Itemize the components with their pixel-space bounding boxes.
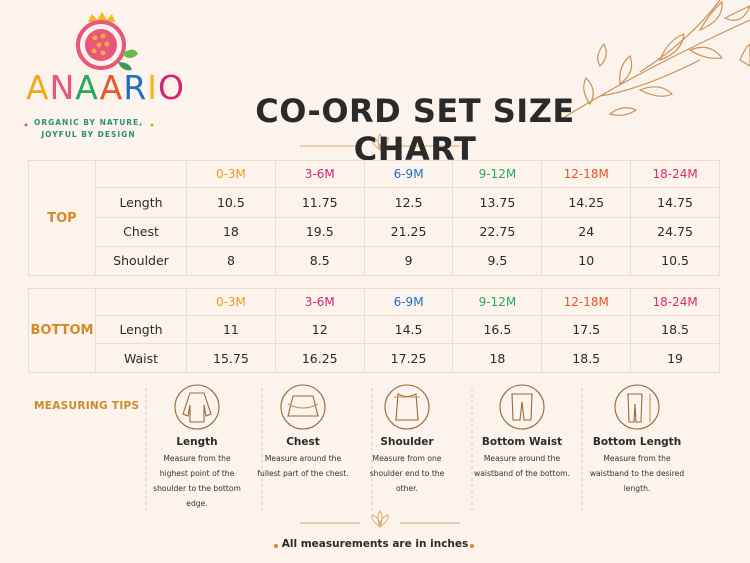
tip-description: Measure from the highest point of the sh…: [153, 454, 241, 508]
value-cell: 16.5: [452, 314, 543, 345]
tip-title: Length: [176, 436, 218, 448]
tip-description: Measure from one shoulder end to the oth…: [369, 454, 445, 493]
size-table: TOP 0-3M 3-6M 6-9M 9-12M 12-18M 18-24M Length 10…: [28, 159, 720, 277]
tip-title: Shoulder: [380, 436, 434, 448]
header-row: BOTTOM 0-3M 3-6M 6-9M 9-12M 12-18M 18-24M: [28, 288, 720, 373]
size-header: 0-3M: [186, 159, 276, 189]
size-header: 9-12M: [452, 159, 543, 189]
brand-name: ANAARIO: [26, 68, 185, 107]
section-label: TOP: [28, 160, 96, 276]
empty-cell: [95, 159, 187, 189]
value-cell: 19: [630, 343, 720, 373]
measure-row: Length 10.5 11.75 12.5 13.75 14.25 14.75: [29, 187, 720, 218]
empty-cell: [95, 288, 187, 316]
measure-row: Shoulder 8 8.5 9 9.5 10 10.5: [29, 245, 720, 277]
branch: [559, 0, 750, 121]
value-cell: 9: [363, 245, 454, 277]
tip-title: Bottom Length: [592, 436, 682, 448]
value-cell: 8: [186, 245, 276, 277]
row-label: Length: [95, 314, 187, 345]
tip-icons: [174, 384, 660, 430]
value-cell: 17.5: [541, 314, 632, 345]
value-cell: 16.25: [274, 343, 365, 373]
row-label: Length: [95, 187, 187, 218]
value-cell: 11.75: [274, 187, 365, 218]
bullet: [274, 544, 278, 548]
size-header: 0-3M: [186, 288, 276, 316]
size-header: 6-9M: [363, 159, 454, 189]
value-cell: 19.5: [274, 216, 365, 247]
tips-heading: MEASURING TIPS: [34, 400, 140, 412]
size-header: 9-12M: [452, 288, 543, 316]
value-cell: 10.5: [186, 187, 276, 218]
value-cell: 10.5: [630, 245, 720, 277]
tip-description: Measure around the fullest part of the c…: [257, 454, 349, 478]
measure-row: Waist 15.75 16.25 17.25 18 18.5 19: [29, 343, 720, 373]
tip-title: Chest: [286, 436, 320, 448]
section-label: BOTTOM: [28, 288, 96, 373]
value-cell: 10: [541, 245, 632, 277]
tip: Length Measure from the highest point of …: [141, 436, 253, 511]
tip-description: Measure around the waistband of the bott…: [474, 454, 570, 478]
value-cell: 18: [452, 343, 543, 373]
value-cell: 17.25: [363, 343, 454, 373]
row-label: Waist: [95, 343, 187, 373]
tip-description: Measure from the waistband to the desire…: [589, 454, 685, 493]
value-cell: 13.75: [452, 187, 543, 218]
size-header: 12-18M: [541, 288, 632, 316]
header-row: TOP 0-3M 3-6M 6-9M 9-12M 12-18M 18-24M: [28, 159, 720, 276]
value-cell: 12.5: [363, 187, 454, 218]
value-cell: 22.75: [452, 216, 543, 247]
measure-row: Chest 18 19.5 21.25 22.75 24 24.75: [29, 216, 720, 247]
value-cell: 18: [186, 216, 276, 247]
size-header: 3-6M: [274, 159, 365, 189]
tip: Shoulder Measure from one shoulder end to…: [351, 436, 463, 496]
value-cell: 14.75: [630, 187, 720, 218]
size-table: BOTTOM 0-3M 3-6M 6-9M 9-12M 12-18M 18-24M Lengt…: [28, 288, 720, 373]
value-cell: 24.75: [630, 216, 720, 247]
tip: Chest Measure around the fullest part of …: [247, 436, 359, 481]
value-cell: 21.25: [363, 216, 454, 247]
value-cell: 14.25: [541, 187, 632, 218]
size-header: 18-24M: [630, 159, 720, 189]
value-cell: 18.5: [541, 343, 632, 373]
tagline: JOYFUL BY DESIGN: [41, 130, 136, 139]
tagline: ORGANIC BY NATURE,: [33, 118, 144, 127]
tip-title: Bottom Waist: [481, 436, 563, 448]
value-cell: 9.5: [452, 245, 543, 277]
value-cell: 8.5: [274, 245, 365, 277]
title: CO-ORD SET SIZE CHART: [255, 92, 575, 168]
value-cell: 24: [541, 216, 632, 247]
value-cell: 14.5: [363, 314, 454, 345]
value-cell: 18.5: [630, 314, 720, 345]
divider: [300, 133, 460, 529]
tip: Bottom Length Measure from the waistband …: [581, 436, 693, 496]
row-label: Shoulder: [95, 245, 187, 277]
size-header: 6-9M: [363, 288, 454, 316]
footer: All measurements are in inches: [281, 538, 469, 550]
value-cell: 12: [274, 314, 365, 345]
separators: [145, 388, 583, 510]
size-header: 12-18M: [541, 159, 632, 189]
tip: Bottom Waist Measure around the waistband…: [466, 436, 578, 481]
size-header: 3-6M: [274, 288, 365, 316]
size-header: 18-24M: [630, 288, 720, 316]
bullet: [470, 544, 474, 548]
measure-row: Length 11 12 14.5 16.5 17.5 18.5: [29, 314, 720, 345]
value-cell: 11: [186, 314, 276, 345]
value-cell: 15.75: [186, 343, 276, 373]
row-label: Chest: [95, 216, 187, 247]
logo: [24, 12, 154, 127]
